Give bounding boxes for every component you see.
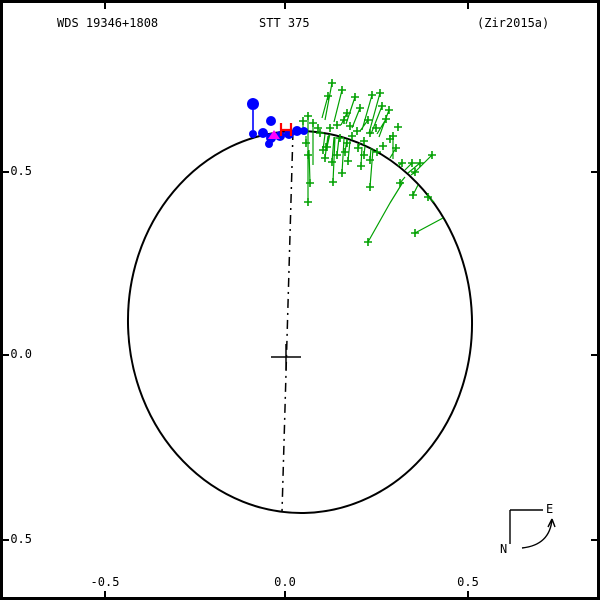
x-tick-label-0: -0.5 — [90, 575, 120, 589]
compass-north-label: N — [500, 542, 507, 556]
blue-observation-point — [292, 126, 302, 136]
blue-observation-point — [266, 116, 276, 126]
y-tick-label-0: 0.5 — [10, 164, 32, 178]
blue-observations — [247, 98, 308, 148]
orbit-reference-label: (Zir2015a) — [477, 16, 550, 30]
compass-arc — [521, 518, 553, 549]
y-tick-label-1: 0.0 — [10, 347, 32, 361]
primary-star-cross — [271, 344, 301, 370]
compass-arrow-icon — [547, 518, 556, 528]
compass-east-label: E — [546, 502, 553, 516]
axis-ticks — [3, 3, 597, 597]
magenta-observation — [268, 130, 280, 139]
compass — [509, 509, 556, 549]
x-tick-label-1: 0.0 — [274, 575, 296, 589]
wds-id-label: WDS 19346+1808 — [57, 16, 159, 30]
red-errorbar-observation — [279, 123, 293, 136]
y-tick-label-2: -0.5 — [3, 532, 32, 546]
star-name-label: STT 375 — [259, 16, 310, 30]
blue-observation-point — [249, 130, 257, 138]
green-observations — [299, 79, 436, 246]
line-of-nodes — [281, 130, 294, 513]
orbit-ellipse — [126, 130, 474, 514]
blue-observation-point — [258, 128, 268, 138]
blue-observation-point — [300, 127, 308, 135]
blue-observation-point — [247, 98, 259, 110]
x-tick-label-2: 0.5 — [457, 575, 479, 589]
blue-observation-point — [265, 140, 273, 148]
